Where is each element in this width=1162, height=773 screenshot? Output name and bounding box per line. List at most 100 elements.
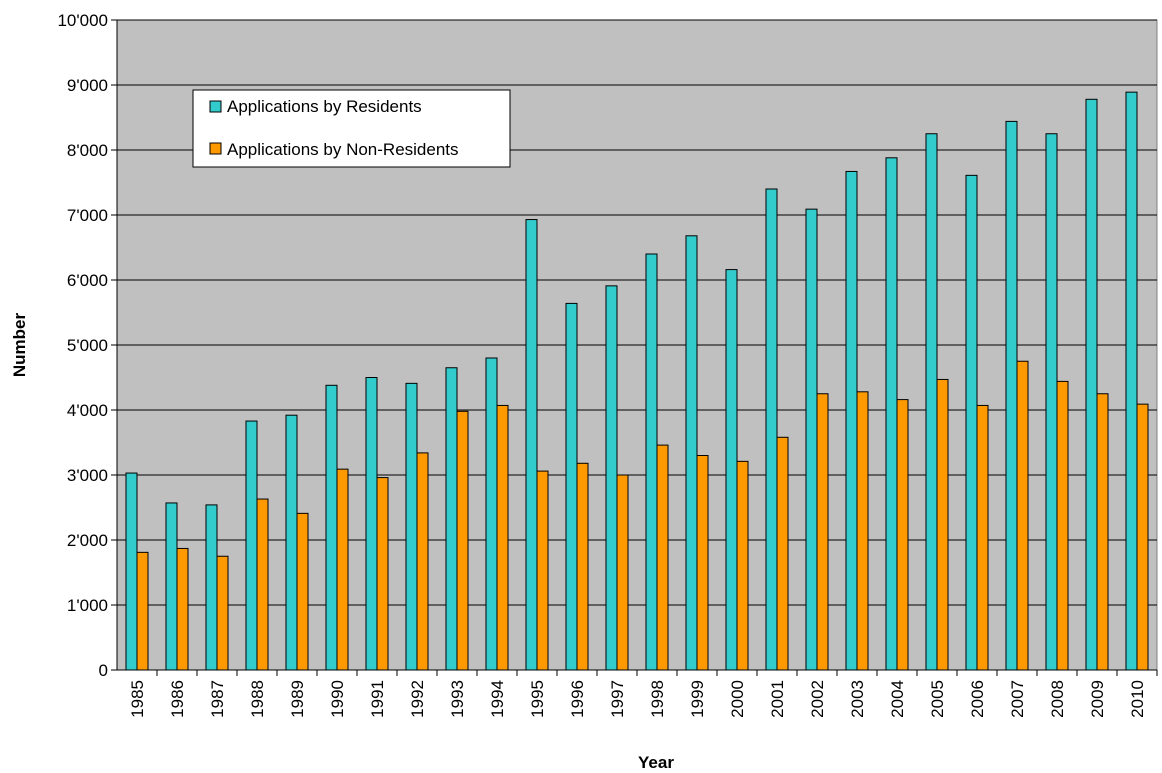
x-tick-label: 1987 (208, 680, 227, 718)
bars (125, 91, 1149, 671)
y-tick-label: 5'000 (67, 336, 108, 355)
x-tick-label: 1998 (648, 680, 667, 718)
bar-residents-1996 (565, 302, 578, 671)
bar-residents-1994 (485, 357, 498, 671)
x-tick-label: 1986 (168, 680, 187, 718)
bar-non-residents-1986 (176, 547, 189, 671)
bar-non-residents-1992 (416, 452, 429, 671)
bar-residents-1986 (165, 502, 178, 671)
bar-non-residents-2002 (816, 393, 829, 671)
x-tick-label: 2008 (1048, 680, 1067, 718)
bar-residents-1995 (525, 219, 538, 671)
bar-residents-1988 (245, 420, 258, 671)
x-tick-label: 1992 (408, 680, 427, 718)
bar-residents-2006 (965, 174, 978, 671)
y-tick-label: 9'000 (67, 76, 108, 95)
y-tick-label: 1'000 (67, 596, 108, 615)
bar-non-residents-1988 (256, 498, 269, 671)
x-tick-label: 1995 (528, 680, 547, 718)
x-tick-label: 2002 (808, 680, 827, 718)
y-tick-label: 0 (99, 661, 108, 680)
bar-residents-1985 (125, 472, 138, 671)
bar-non-residents-2008 (1056, 380, 1069, 671)
x-tick-label: 1997 (608, 680, 627, 718)
bar-non-residents-2010 (1136, 403, 1149, 671)
bar-residents-1999 (685, 235, 698, 671)
bar-residents-2007 (1005, 120, 1018, 671)
bar-residents-2001 (765, 188, 778, 671)
y-axis-ticks: 0 1'000 2'000 3'000 4'000 5'000 6'000 7'000 8'00… (57, 11, 117, 680)
bar-non-residents-1996 (576, 462, 589, 671)
y-tick-label: 6'000 (67, 271, 108, 290)
bar-non-residents-1994 (496, 404, 509, 671)
x-tick-label: 1991 (368, 680, 387, 718)
x-tick-label: 1999 (688, 680, 707, 718)
bar-non-residents-1987 (216, 555, 229, 671)
bar-non-residents-2007 (1016, 360, 1029, 671)
bar-non-residents-1997 (616, 474, 629, 671)
bar-residents-1989 (285, 414, 298, 671)
y-axis-title: Number (10, 313, 29, 378)
bar-residents-2004 (885, 157, 898, 671)
bar-residents-2000 (725, 269, 738, 671)
y-tick-label: 4'000 (67, 401, 108, 420)
x-tick-label: 2007 (1008, 680, 1027, 718)
bar-non-residents-2000 (736, 460, 749, 671)
bar-residents-1990 (325, 384, 338, 671)
bar-residents-2010 (1125, 91, 1138, 671)
x-tick-label: 2005 (928, 680, 947, 718)
bar-residents-2009 (1085, 98, 1098, 671)
x-tick-label: 1988 (248, 680, 267, 718)
bar-non-residents-2001 (776, 436, 789, 671)
bar-non-residents-1998 (656, 444, 669, 671)
bar-non-residents-2004 (896, 399, 909, 671)
bar-residents-2003 (845, 170, 858, 671)
bar-residents-1998 (645, 253, 658, 671)
bar-non-residents-1995 (536, 470, 549, 671)
bar-residents-2005 (925, 133, 938, 671)
bar-non-residents-1990 (336, 468, 349, 671)
y-tick-label: 8'000 (67, 141, 108, 160)
legend-swatch-residents (209, 100, 222, 113)
bar-non-residents-1985 (136, 551, 149, 671)
x-tick-label: 2003 (848, 680, 867, 718)
x-tick-label: 2006 (968, 680, 987, 718)
x-tick-label: 1993 (448, 680, 467, 718)
x-tick-label: 1989 (288, 680, 307, 718)
bar-non-residents-2006 (976, 404, 989, 671)
bar-residents-1992 (405, 382, 418, 671)
x-tick-label: 1994 (488, 680, 507, 718)
x-axis-ticks: 1985 1986 1987 1988 1989 1990 1991 1992 1993 1994… (128, 670, 1158, 718)
legend-box (192, 89, 511, 168)
bar-residents-1987 (205, 504, 218, 671)
x-axis-title: Year (638, 753, 674, 772)
bar-non-residents-2003 (856, 391, 869, 671)
bar-residents-1993 (445, 367, 458, 671)
legend: Applications by Residents Applications b… (192, 89, 511, 168)
x-tick-label: 2000 (728, 680, 747, 718)
bar-non-residents-1999 (696, 455, 709, 671)
legend-label-non-residents: Applications by Non-Residents (227, 140, 459, 159)
x-tick-label: 2010 (1128, 680, 1147, 718)
x-tick-label: 1996 (568, 680, 587, 718)
bar-non-residents-1991 (376, 477, 389, 671)
x-tick-label: 2009 (1088, 680, 1107, 718)
bar-non-residents-2009 (1096, 393, 1109, 671)
legend-label-residents: Applications by Residents (227, 97, 422, 116)
bar-residents-1991 (365, 377, 378, 671)
y-tick-label: 2'000 (67, 531, 108, 550)
x-tick-label: 2001 (768, 680, 787, 718)
y-tick-label: 7'000 (67, 206, 108, 225)
bar-residents-2002 (805, 208, 818, 671)
y-tick-label: 3'000 (67, 466, 108, 485)
y-tick-label: 10'000 (57, 11, 108, 30)
legend-swatch-non-residents (209, 142, 222, 155)
x-tick-label: 1985 (128, 680, 147, 718)
bar-residents-1997 (605, 285, 618, 671)
bar-non-residents-1989 (296, 512, 309, 671)
bar-residents-2008 (1045, 133, 1058, 671)
bar-non-residents-1993 (456, 410, 469, 671)
bar-non-residents-2005 (936, 378, 949, 671)
x-tick-label: 1990 (328, 680, 347, 718)
